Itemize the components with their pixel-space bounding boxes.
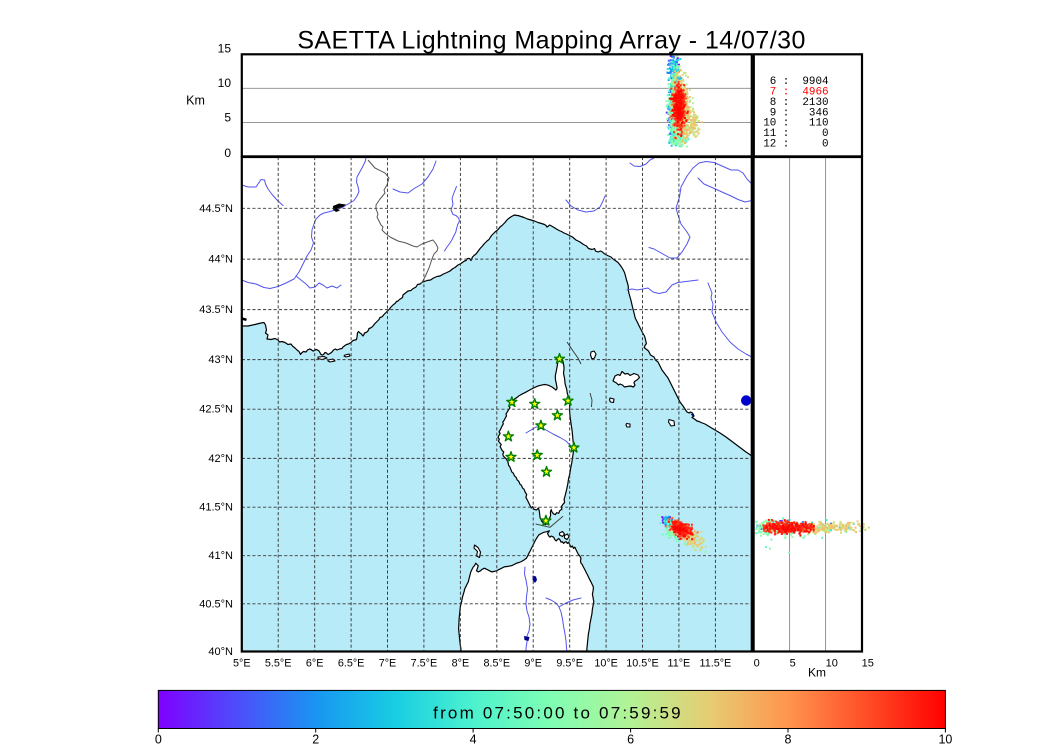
svg-text:9°E: 9°E (524, 658, 542, 670)
svg-text:5: 5 (224, 110, 231, 124)
svg-text:5°E: 5°E (233, 658, 251, 670)
svg-text:SAETTA Lightning Mapping Array: SAETTA Lightning Mapping Array - 14/07/3… (297, 26, 806, 54)
svg-text:from 07:50:00 to 07:59:59: from 07:50:00 to 07:59:59 (433, 704, 683, 723)
svg-text:9 : 346: 9 : 346 (763, 107, 828, 119)
svg-text:Km: Km (186, 94, 205, 108)
svg-text:5: 5 (790, 658, 796, 670)
svg-text:44°N: 44°N (208, 254, 233, 266)
svg-text:8 : 2130: 8 : 2130 (763, 97, 828, 109)
svg-text:6 : 9904: 6 : 9904 (763, 76, 828, 88)
svg-text:11 : 0: 11 : 0 (763, 128, 828, 140)
svg-text:6: 6 (627, 733, 634, 747)
svg-text:0: 0 (224, 146, 231, 160)
svg-text:43°N: 43°N (208, 354, 233, 366)
svg-text:Km: Km (808, 666, 826, 680)
svg-text:6°E: 6°E (306, 658, 324, 670)
svg-text:11°E: 11°E (668, 658, 691, 670)
svg-text:8°E: 8°E (452, 658, 470, 670)
svg-text:0: 0 (155, 733, 162, 747)
svg-text:7°E: 7°E (379, 658, 397, 670)
svg-text:41.5°N: 41.5°N (199, 502, 233, 514)
svg-text:44.5°N: 44.5°N (199, 203, 233, 215)
svg-text:8: 8 (785, 733, 792, 747)
svg-text:42.5°N: 42.5°N (199, 404, 233, 416)
svg-text:5.5°E: 5.5°E (265, 658, 292, 670)
svg-text:15: 15 (218, 41, 232, 55)
svg-text:7.5°E: 7.5°E (411, 658, 438, 670)
svg-text:43.5°N: 43.5°N (199, 304, 233, 316)
svg-text:10 : 110: 10 : 110 (763, 118, 828, 130)
svg-text:0: 0 (754, 658, 760, 670)
svg-text:10°E: 10°E (594, 658, 618, 670)
svg-text:10.5°E: 10.5°E (626, 658, 659, 670)
svg-text:12 : 0: 12 : 0 (763, 139, 828, 151)
svg-text:10: 10 (218, 76, 232, 90)
svg-text:6.5°E: 6.5°E (338, 658, 365, 670)
svg-text:41°N: 41°N (208, 550, 233, 562)
svg-text:40°N: 40°N (208, 646, 233, 658)
svg-text:8.5°E: 8.5°E (484, 658, 511, 670)
svg-text:4: 4 (470, 733, 477, 747)
svg-text:40.5°N: 40.5°N (199, 598, 233, 610)
svg-text:42°N: 42°N (208, 453, 233, 465)
svg-text:10: 10 (938, 733, 952, 747)
svg-text:7 : 4966: 7 : 4966 (763, 86, 828, 98)
svg-text:10: 10 (826, 658, 838, 670)
svg-text:9.5°E: 9.5°E (556, 658, 583, 670)
svg-text:15: 15 (862, 658, 874, 670)
svg-text:2: 2 (312, 733, 319, 747)
svg-text:11.5°E: 11.5°E (700, 658, 732, 670)
